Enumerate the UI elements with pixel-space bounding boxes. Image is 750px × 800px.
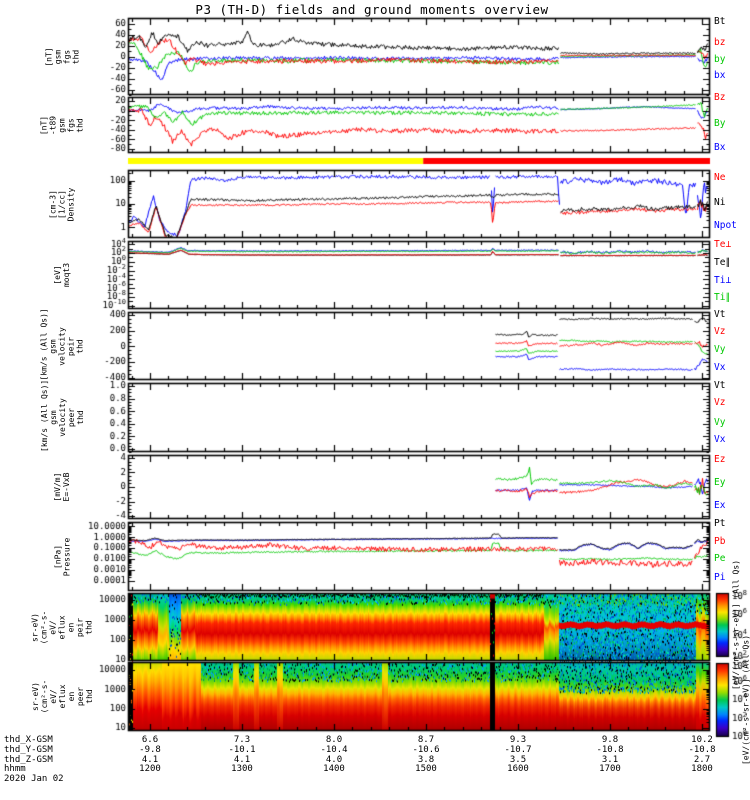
trace-label-vz: Vz bbox=[714, 326, 726, 337]
x-axis-tick-value: 8.7 bbox=[417, 735, 435, 745]
trace-label-npot: Npot bbox=[714, 220, 737, 231]
trace-label-pi: Pi bbox=[714, 572, 726, 583]
x-axis-tick-value: 7.3 bbox=[233, 735, 251, 745]
x-axis-row-label: thd_Z-GSM bbox=[4, 754, 53, 765]
trace-label-bz: bz bbox=[714, 37, 726, 48]
trace-label-by: by bbox=[714, 54, 726, 65]
trace-label-pe: Pe bbox=[714, 553, 726, 564]
trace-label-vt: Vt bbox=[714, 380, 726, 391]
x-axis-tick-value: -9.8 bbox=[139, 744, 161, 755]
trace-label-vt: Vt bbox=[714, 309, 726, 320]
trace-label-ti: Ti⊥ bbox=[714, 275, 732, 286]
colorbar-unit-label: [eV/(cm²-s-sr-eV)] (All Qs) bbox=[741, 634, 750, 766]
ylabel-density: [cm-3] [1/cc] Density bbox=[48, 187, 76, 221]
x-axis-tick-value: 1700 bbox=[599, 764, 621, 775]
trace-label-bt: Bt bbox=[714, 16, 726, 27]
x-axis-tick-value: 8.0 bbox=[325, 735, 343, 745]
x-axis-tick-value: -10.8 bbox=[688, 744, 716, 755]
x-axis-tick-value: 4.1 bbox=[141, 754, 159, 765]
trace-label-te: Te∥ bbox=[714, 257, 731, 268]
ylabel-pressure: [nPa] Pressure bbox=[53, 537, 71, 576]
ylabel-spec_ele: sr-eV) (cm²-s- eV/ eflux en peer thd bbox=[30, 679, 94, 714]
trace-label-pt: Pt bbox=[714, 518, 726, 529]
trace-label-bx: Bx bbox=[714, 142, 726, 153]
x-axis-tick-value: 9.3 bbox=[509, 735, 527, 745]
x-axis-tick-value: 3.8 bbox=[417, 754, 435, 765]
x-axis-tick-value: 9.8 bbox=[601, 735, 619, 745]
trace-label-ti: Ti∥ bbox=[714, 292, 731, 303]
trace-label-ni: Ni bbox=[714, 197, 726, 208]
x-axis-tick-value: 1600 bbox=[507, 764, 529, 775]
trace-label-te: Te⊥ bbox=[714, 239, 732, 250]
x-axis-tick-value: 3.1 bbox=[601, 754, 619, 765]
x-axis-tick-value: 6.6 bbox=[141, 735, 159, 745]
ylabel-spec_ion: sr-eV) (cm²-s- eV/ eflux en peir thd bbox=[30, 610, 94, 644]
trace-label-by: By bbox=[714, 118, 726, 129]
x-axis-tick-value: 1400 bbox=[323, 764, 345, 775]
trace-label-vx: Vx bbox=[714, 362, 726, 373]
ylabel-temperature: [eV] moqt3 bbox=[53, 262, 71, 288]
trace-label-ex: Ex bbox=[714, 500, 726, 511]
trace-label-pb: Pb bbox=[714, 536, 726, 547]
x-axis-tick-value: -10.6 bbox=[412, 744, 440, 755]
x-axis-tick-value: 2.7 bbox=[693, 754, 711, 765]
ylabel-vel_ion: [km/s (All Qs)] gsm velocity peir thd bbox=[39, 307, 85, 380]
trace-label-ey: Ey bbox=[714, 477, 726, 488]
x-axis-tick-value: -10.1 bbox=[228, 744, 256, 755]
trace-label-vx: Vx bbox=[714, 434, 726, 445]
x-axis-tick-value: 10.2 bbox=[691, 735, 713, 745]
x-axis-tick-value: -10.4 bbox=[320, 744, 348, 755]
x-axis-tick-value: 3.5 bbox=[509, 754, 527, 765]
trace-label-vy: Vy bbox=[714, 417, 726, 428]
date-label: 2020 Jan 02 bbox=[4, 774, 64, 785]
ylabel-efield: [mV/m] E=-VxB bbox=[53, 472, 71, 502]
x-axis-tick-value: -10.7 bbox=[504, 744, 532, 755]
x-axis-row-label: thd_X-GSM bbox=[4, 735, 53, 745]
x-axis-tick-value: 1300 bbox=[231, 764, 253, 775]
trace-label-ez: Ez bbox=[714, 454, 726, 465]
x-axis-tick-value: -10.8 bbox=[596, 744, 624, 755]
trace-label-vz: Vz bbox=[714, 397, 726, 408]
trace-label-vy: Vy bbox=[714, 344, 726, 355]
ylabel-fgs: [nT] gsm fgs thd bbox=[44, 46, 80, 67]
x-axis-tick-value: 4.1 bbox=[233, 754, 251, 765]
trace-label-ne: Ne bbox=[714, 172, 726, 183]
x-axis-row-label: hhmm bbox=[4, 764, 26, 775]
trace-label-bx: bx bbox=[714, 70, 726, 81]
x-axis-tick-value: 4.0 bbox=[325, 754, 343, 765]
ylabel-fgs_t89: [nT] -t89 gsm fgs thd bbox=[39, 115, 85, 135]
x-axis-tick-value: 1500 bbox=[415, 764, 437, 775]
x-axis-tick-value: 1800 bbox=[691, 764, 713, 775]
x-axis-tick-value: 1200 bbox=[139, 764, 161, 775]
ylabel-vel_ele: [km/s (All Qs)] gsm velocity peer thd bbox=[39, 379, 85, 452]
trace-label-bz: Bz bbox=[714, 92, 726, 103]
x-axis-row-label: thd_Y-GSM bbox=[4, 744, 53, 755]
colorbar-unit-label: [eV/(cm²-s-sr-eV)] (All Qs) bbox=[731, 559, 741, 691]
